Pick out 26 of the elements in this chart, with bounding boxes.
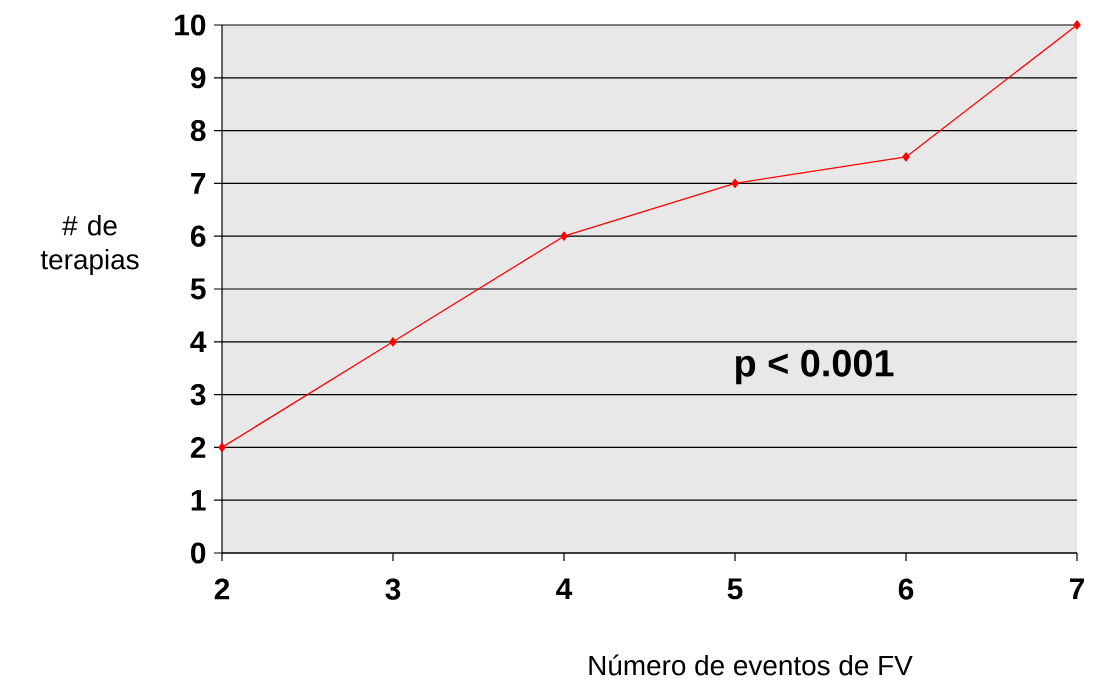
- y-tick-label: 5: [190, 278, 206, 300]
- y-tick-label: 1: [191, 489, 206, 511]
- y-tick-label: 3: [190, 383, 206, 406]
- x-tick-label: 3: [385, 578, 401, 600]
- x-tick-label: 2: [214, 578, 230, 600]
- y-tick-label: 7: [191, 173, 206, 194]
- y-tick-label: 8: [190, 120, 206, 142]
- y-tick-label: 9: [190, 67, 206, 89]
- x-tick-label: 6: [898, 578, 914, 600]
- y-axis-title: # de terapias: [40, 215, 139, 275]
- x-tick-label: 7: [1069, 578, 1085, 600]
- x-axis-title: Número de eventos de FV: [589, 654, 913, 676]
- point: [218, 442, 226, 453]
- point: [902, 152, 910, 162]
- y-tick-label: 10: [175, 14, 206, 36]
- y-tick-label: 4: [190, 331, 207, 353]
- point: [1073, 20, 1081, 30]
- y-tick-label: 0: [191, 542, 206, 564]
- x-tick-label: 5: [727, 578, 743, 600]
- point: [731, 178, 739, 189]
- x-tick-label: 4: [556, 578, 573, 600]
- y-tick-label: 6: [190, 225, 206, 247]
- point: [560, 231, 568, 241]
- annotation: p < 0.001: [736, 349, 894, 385]
- point: [389, 337, 397, 347]
- y-tick-label: 2: [190, 436, 206, 458]
